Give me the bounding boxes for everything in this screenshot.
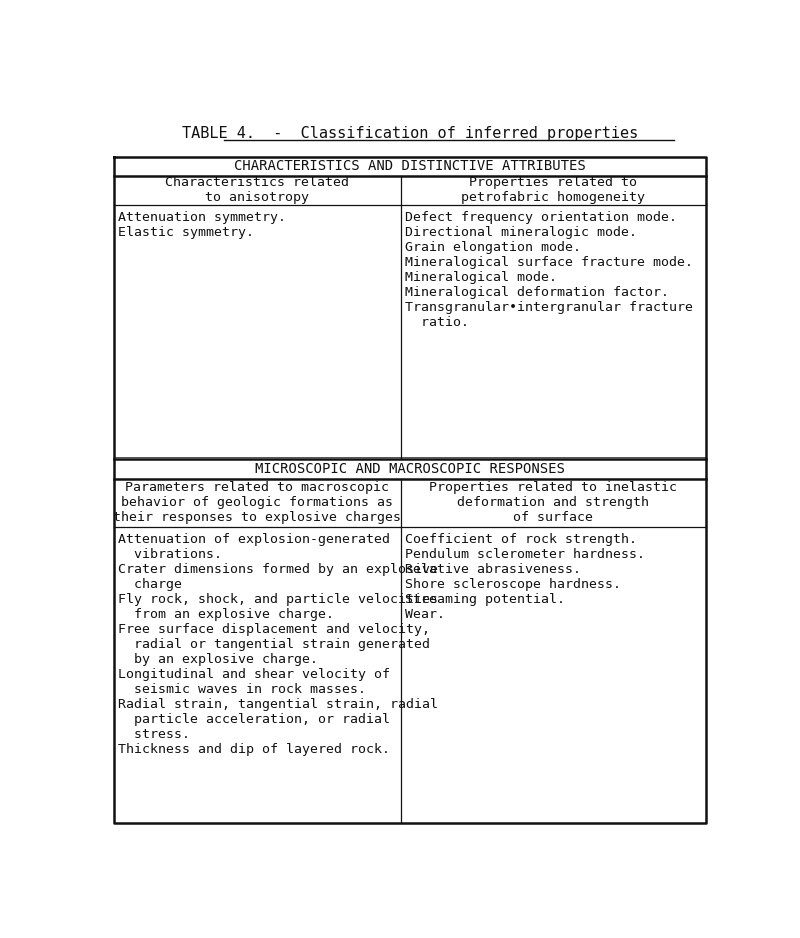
- Text: Defect frequency orientation mode.: Defect frequency orientation mode.: [405, 211, 677, 224]
- Text: Mineralogical deformation factor.: Mineralogical deformation factor.: [405, 286, 669, 299]
- Text: Properties related to inelastic
deformation and strength
of surface: Properties related to inelastic deformat…: [430, 481, 678, 524]
- Text: Crater dimensions formed by an explosive: Crater dimensions formed by an explosive: [118, 563, 438, 576]
- Text: Free surface displacement and velocity,: Free surface displacement and velocity,: [118, 623, 430, 636]
- Text: Grain elongation mode.: Grain elongation mode.: [405, 241, 581, 254]
- Text: Shore scleroscope hardness.: Shore scleroscope hardness.: [405, 578, 621, 591]
- Text: from an explosive charge.: from an explosive charge.: [118, 608, 334, 621]
- Text: MICROSCOPIC AND MACROSCOPIC RESPONSES: MICROSCOPIC AND MACROSCOPIC RESPONSES: [255, 462, 565, 477]
- Text: CHARACTERISTICS AND DISTINCTIVE ATTRIBUTES: CHARACTERISTICS AND DISTINCTIVE ATTRIBUT…: [234, 159, 586, 174]
- Text: by an explosive charge.: by an explosive charge.: [118, 653, 318, 666]
- Text: Transgranular•intergranular fracture: Transgranular•intergranular fracture: [405, 301, 693, 314]
- Text: Coefficient of rock strength.: Coefficient of rock strength.: [405, 533, 637, 546]
- Text: Thickness and dip of layered rock.: Thickness and dip of layered rock.: [118, 743, 390, 756]
- Text: Longitudinal and shear velocity of: Longitudinal and shear velocity of: [118, 668, 390, 681]
- Text: Attenuation of explosion-generated: Attenuation of explosion-generated: [118, 533, 390, 546]
- Text: Parameters related to macroscopic
behavior of geologic formations as
their respo: Parameters related to macroscopic behavi…: [114, 481, 402, 524]
- Text: stress.: stress.: [118, 728, 190, 741]
- Text: particle acceleration, or radial: particle acceleration, or radial: [118, 713, 390, 726]
- Text: Pendulum sclerometer hardness.: Pendulum sclerometer hardness.: [405, 548, 645, 561]
- Text: Elastic symmetry.: Elastic symmetry.: [118, 226, 254, 239]
- Text: Characteristics related
to anisotropy: Characteristics related to anisotropy: [166, 176, 350, 204]
- Text: Directional mineralogic mode.: Directional mineralogic mode.: [405, 226, 637, 239]
- Text: Wear.: Wear.: [405, 608, 445, 621]
- Text: Attenuation symmetry.: Attenuation symmetry.: [118, 211, 286, 224]
- Text: Properties related to
petrofabric homogeneity: Properties related to petrofabric homoge…: [462, 176, 646, 204]
- Text: Relative abrasiveness.: Relative abrasiveness.: [405, 563, 581, 576]
- Text: Mineralogical mode.: Mineralogical mode.: [405, 271, 557, 284]
- Text: Mineralogical surface fracture mode.: Mineralogical surface fracture mode.: [405, 256, 693, 269]
- Text: Fly rock, shock, and particle velocities: Fly rock, shock, and particle velocities: [118, 593, 438, 606]
- Text: Streaming potential.: Streaming potential.: [405, 593, 565, 606]
- Text: vibrations.: vibrations.: [118, 548, 222, 561]
- Text: charge: charge: [118, 578, 182, 591]
- Text: TABLE 4.  -  Classification of inferred properties: TABLE 4. - Classification of inferred pr…: [182, 127, 638, 142]
- Text: Radial strain, tangential strain, radial: Radial strain, tangential strain, radial: [118, 698, 438, 711]
- Text: radial or tangential strain generated: radial or tangential strain generated: [118, 638, 430, 651]
- Text: ratio.: ratio.: [405, 316, 469, 329]
- Text: seismic waves in rock masses.: seismic waves in rock masses.: [118, 683, 366, 696]
